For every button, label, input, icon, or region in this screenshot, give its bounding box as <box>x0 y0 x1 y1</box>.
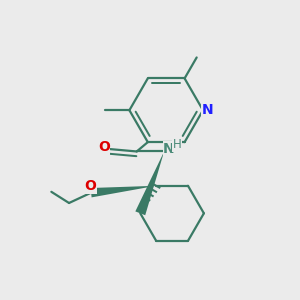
Text: O: O <box>98 140 110 154</box>
Polygon shape <box>91 186 156 197</box>
Text: H: H <box>173 139 182 152</box>
Text: O: O <box>84 179 96 193</box>
Text: N: N <box>163 142 175 155</box>
Text: N: N <box>201 103 213 117</box>
Polygon shape <box>135 152 164 215</box>
